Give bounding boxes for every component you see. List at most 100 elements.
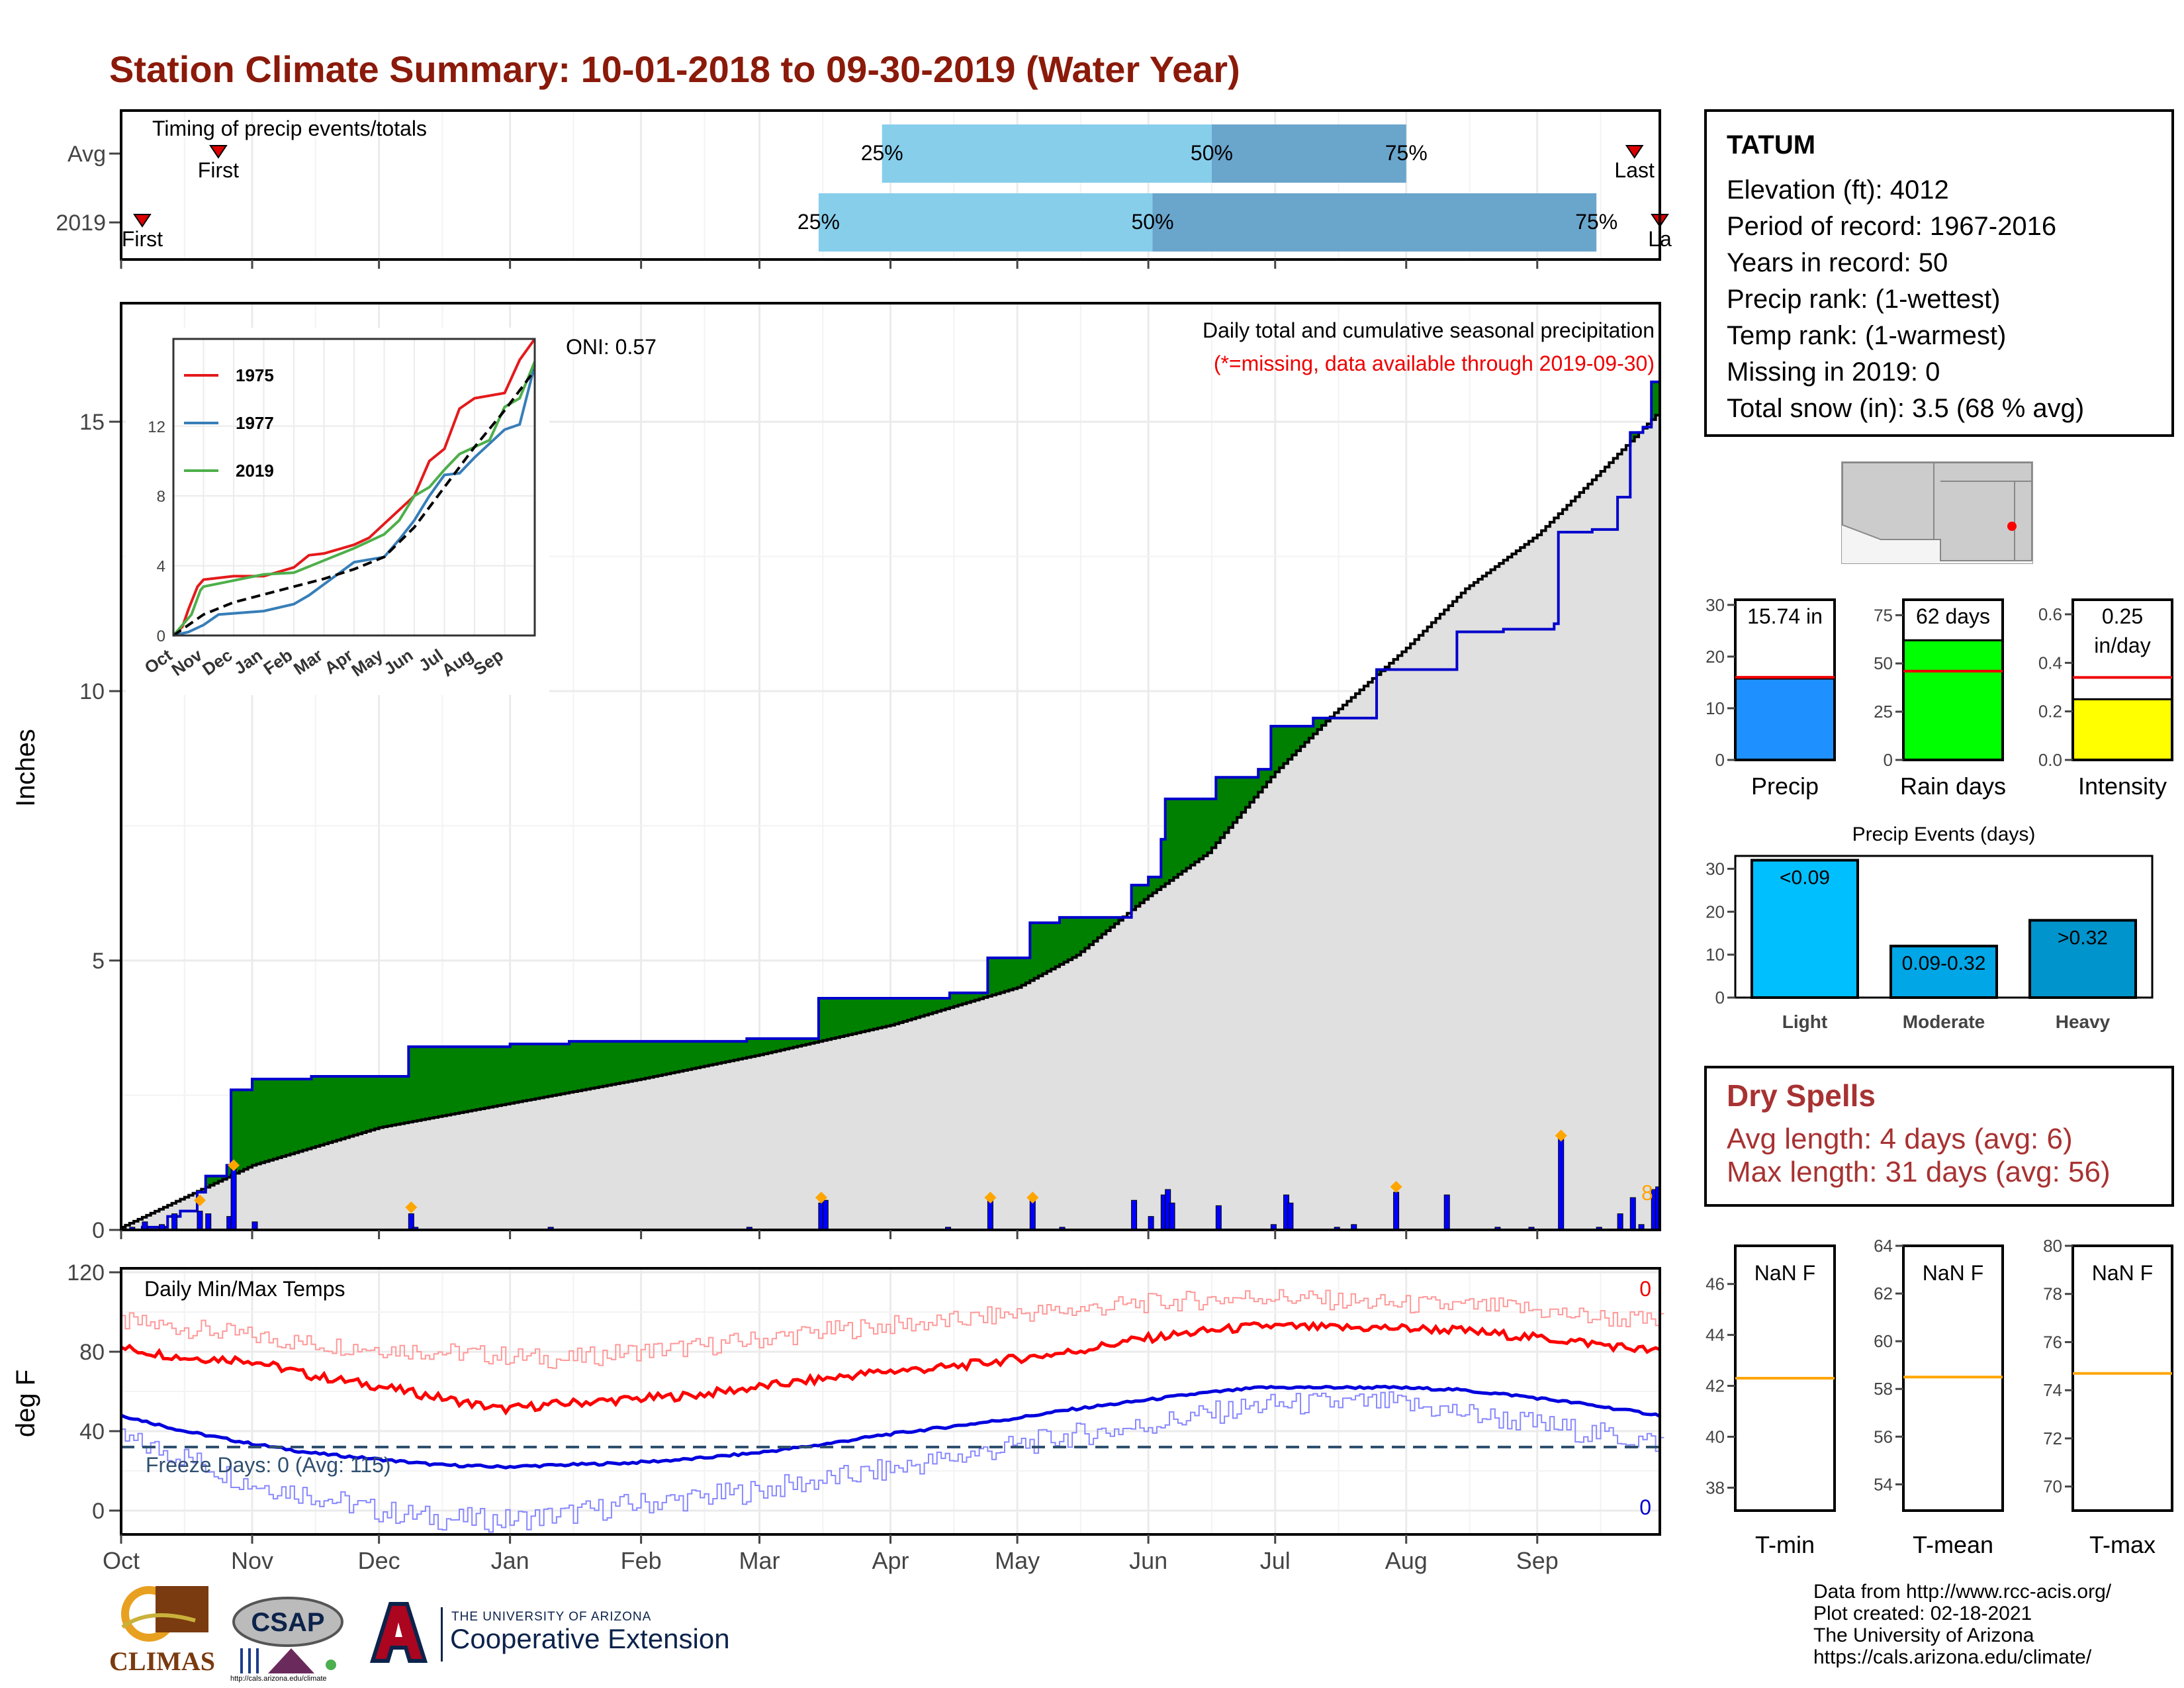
precip-diff-band <box>362 1076 367 1133</box>
precip-diff-band <box>637 1041 642 1080</box>
temp-x-tick-label: Sep <box>1516 1547 1559 1574</box>
temp-record-min-line <box>121 1391 1664 1533</box>
precip-diff-band <box>1161 839 1166 887</box>
precip-diff-band <box>801 1039 807 1046</box>
precip-diff-band <box>514 1044 520 1103</box>
timing-p75-label: 75% <box>1575 210 1617 234</box>
precip-diff-band <box>1182 798 1187 872</box>
precip-diff-band <box>674 1041 680 1072</box>
precip-diff-band <box>349 1076 354 1137</box>
temp-y-tick-label: 80 <box>79 1340 105 1365</box>
event-marker <box>984 1192 997 1204</box>
precip-diff-band <box>1195 798 1200 863</box>
events-bar-label: >0.32 <box>2058 927 2108 949</box>
precip-diff-band <box>594 1041 600 1088</box>
precip-diff-band <box>476 1047 481 1110</box>
precip-diff-band <box>472 1047 477 1111</box>
precip-diff-band <box>497 1047 502 1106</box>
precip-diff-band <box>924 998 929 1015</box>
station-missing: Missing in 2019: 0 <box>1727 357 1940 387</box>
precip-diff-band <box>818 998 823 1042</box>
temp-x-tick-label: Apr <box>872 1547 909 1574</box>
events-bar-0 <box>1751 859 1859 999</box>
precip-diff-band <box>1232 777 1238 823</box>
precip-diff-band <box>763 1039 768 1055</box>
mini-y-tick-label: 30 <box>1706 595 1725 615</box>
event-marker <box>1026 1192 1039 1204</box>
temp-y-axis-label: deg F <box>11 1370 40 1437</box>
precip-diff-band <box>1287 726 1293 759</box>
event-count-label: 8 <box>1641 1181 1653 1205</box>
precip-diff-band <box>831 998 837 1039</box>
precip-diff-band <box>797 1039 802 1047</box>
event-marker <box>405 1201 418 1213</box>
precip-diff-band <box>548 1044 553 1097</box>
precip-diff-band <box>222 1176 228 1180</box>
precip-diff-band <box>856 998 862 1033</box>
precip-diff-band <box>328 1076 333 1143</box>
mini-value-label: 15.74 in <box>1747 604 1823 628</box>
precip-diff-band <box>307 1079 312 1149</box>
precip-diff-band <box>649 1041 655 1078</box>
inset-series-line-2019 <box>172 361 536 637</box>
dry-spells-box: Dry Spells Avg length: 4 days (avg: 6) M… <box>1704 1066 2174 1207</box>
precip-diff-band <box>1064 917 1069 962</box>
precip-diff-band <box>273 1079 278 1159</box>
event-marker <box>1555 1129 1567 1142</box>
precip-diff-band <box>1110 917 1115 927</box>
precip-diff-band <box>1271 726 1276 777</box>
precip-diff-band <box>218 1176 223 1182</box>
precip-diff-band <box>751 1039 756 1057</box>
precip-diff-band <box>725 1041 731 1062</box>
precip-diff-band <box>210 1176 215 1186</box>
precip-diff-band <box>903 998 908 1021</box>
temp-title: Daily Min/Max Temps <box>144 1277 345 1301</box>
precip-diff-band <box>1148 876 1154 896</box>
temp-x-tick-label: Nov <box>231 1547 273 1574</box>
precip-diff-band <box>1228 777 1234 828</box>
precip-diff-band <box>1191 798 1195 865</box>
dry-spells-avg: Avg length: 4 days (avg: 6) <box>1727 1123 2073 1155</box>
precip-diff-band <box>433 1047 439 1117</box>
precip-diff-band <box>852 998 858 1034</box>
precip-diff-band <box>1317 718 1322 730</box>
precip-diff-band <box>793 1039 798 1047</box>
precip-diff-band <box>772 1039 777 1053</box>
precip-diff-band <box>493 1047 498 1107</box>
precip-diff-band <box>1313 718 1318 734</box>
temp-max-count: 0 <box>1639 1277 1651 1301</box>
mini-y-tick-label: 0.2 <box>2038 702 2062 722</box>
precip-diff-band <box>451 1047 456 1115</box>
precip-diff-band <box>641 1041 646 1080</box>
mini-bar-1 <box>1902 639 2004 761</box>
precip-diff-band <box>484 1047 490 1108</box>
mini-y-tick-label: 75 <box>1874 605 1893 625</box>
precip-diff-band <box>311 1076 316 1148</box>
precip-diff-band <box>1034 923 1039 978</box>
precip-diff-band <box>353 1076 359 1135</box>
events-y-tick-label: 0 <box>1715 988 1725 1008</box>
inset-series-line-1975 <box>172 338 536 637</box>
mini-y-tick-label: 0 <box>1884 750 1893 770</box>
timing-last-marker <box>1625 145 1644 159</box>
precip-diff-band <box>1304 726 1310 743</box>
precip-diff-band <box>878 998 883 1029</box>
precip-diff-band <box>915 998 921 1018</box>
event-marker <box>815 1192 827 1204</box>
mini-temp-y-tick-label: 44 <box>1706 1325 1725 1345</box>
temp-chart: Freeze Days: 0 (Avg: 115) Daily Min/Max T… <box>11 1260 1664 1574</box>
mini-y-tick-label: 0.0 <box>2038 750 2062 770</box>
mini-temp-y-tick-label: 58 <box>1874 1379 1893 1399</box>
climas-logo <box>121 1586 208 1642</box>
events-bar-1 <box>1889 945 1998 1000</box>
precip-diff-band <box>1085 917 1090 949</box>
station-name: TATUM <box>1727 130 1816 160</box>
mini-temp-y-tick-label: 78 <box>2043 1284 2062 1304</box>
events-x-label: Heavy <box>2056 1011 2111 1032</box>
temp-avg-max-line <box>120 1321 1661 1416</box>
precip-diff-band <box>214 1176 219 1184</box>
precip-average-area <box>121 410 1660 1230</box>
mini-y-tick-label: 25 <box>1874 702 1893 722</box>
mini-temp-y-tick-label: 74 <box>2043 1380 2062 1400</box>
precip-diff-band <box>1326 718 1331 722</box>
